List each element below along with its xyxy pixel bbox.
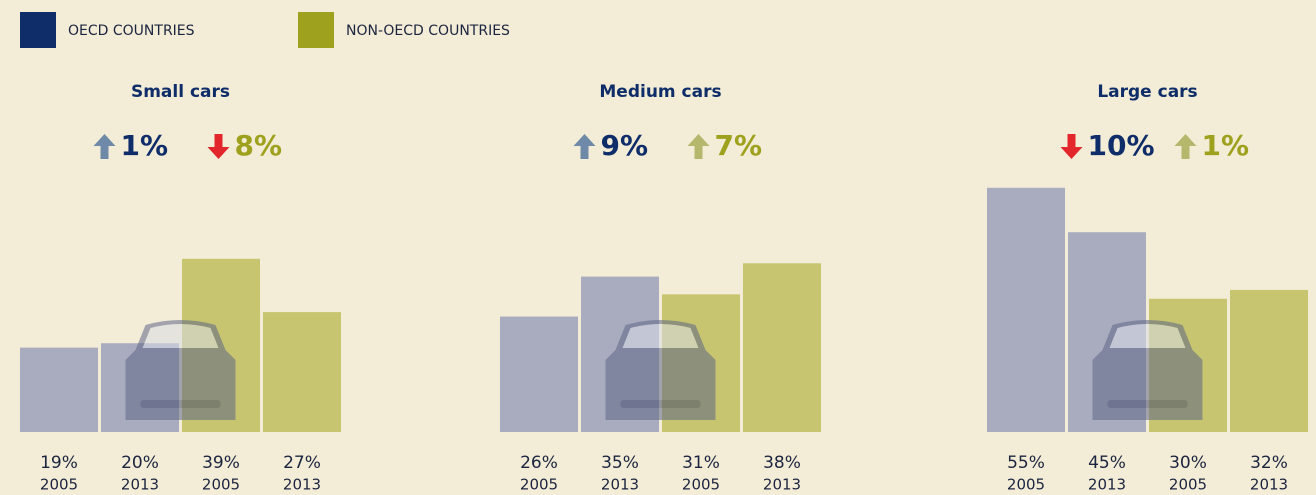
bar — [1230, 290, 1308, 432]
year-label: 2013 — [601, 476, 639, 494]
value-label: 35% — [601, 453, 639, 473]
panel-title: Medium cars — [599, 82, 721, 102]
year-label: 2005 — [202, 476, 240, 494]
value-label: 31% — [682, 453, 720, 473]
car-illustration — [606, 320, 716, 420]
value-label: 55% — [1007, 453, 1045, 473]
year-label: 2005 — [520, 476, 558, 494]
car-part — [1110, 324, 1186, 348]
value-label: 30% — [1169, 453, 1207, 473]
value-label: 19% — [40, 453, 78, 473]
year-label: 2013 — [763, 476, 801, 494]
car-illustration — [1093, 320, 1203, 420]
change-label: 9% — [601, 129, 649, 162]
bar — [20, 348, 98, 432]
bar — [500, 317, 578, 432]
car-illustration — [126, 320, 236, 420]
value-label: 20% — [121, 453, 159, 473]
year-label: 2005 — [40, 476, 78, 494]
legend-label: NON-OECD COUNTRIES — [346, 23, 510, 39]
car-part — [141, 400, 221, 408]
panel-title: Large cars — [1097, 82, 1197, 102]
year-label: 2013 — [1088, 476, 1126, 494]
value-label: 32% — [1250, 453, 1288, 473]
car-part — [623, 324, 699, 348]
value-label: 45% — [1088, 453, 1126, 473]
change-label: 10% — [1088, 129, 1155, 162]
value-label: 27% — [283, 453, 321, 473]
change-label: 1% — [1202, 129, 1250, 162]
car-part — [1108, 400, 1188, 408]
legend-label: OECD COUNTRIES — [68, 23, 195, 39]
year-label: 2005 — [682, 476, 720, 494]
bar — [987, 188, 1065, 432]
legend-swatch — [298, 12, 334, 48]
change-label: 1% — [121, 129, 169, 162]
change-label: 8% — [235, 129, 283, 162]
panel-title: Small cars — [131, 82, 230, 102]
legend-swatch — [20, 12, 56, 48]
year-label: 2013 — [1250, 476, 1288, 494]
year-label: 2005 — [1007, 476, 1045, 494]
value-label: 26% — [520, 453, 558, 473]
year-label: 2013 — [121, 476, 159, 494]
bar — [743, 263, 821, 432]
bar — [263, 312, 341, 432]
value-label: 39% — [202, 453, 240, 473]
car-part — [621, 400, 701, 408]
year-label: 2005 — [1169, 476, 1207, 494]
change-label: 7% — [715, 129, 763, 162]
car-part — [143, 324, 219, 348]
year-label: 2013 — [283, 476, 321, 494]
chart: OECD COUNTRIES NON-OECD COUNTRIES Small ca… — [0, 0, 1316, 495]
value-label: 38% — [763, 453, 801, 473]
